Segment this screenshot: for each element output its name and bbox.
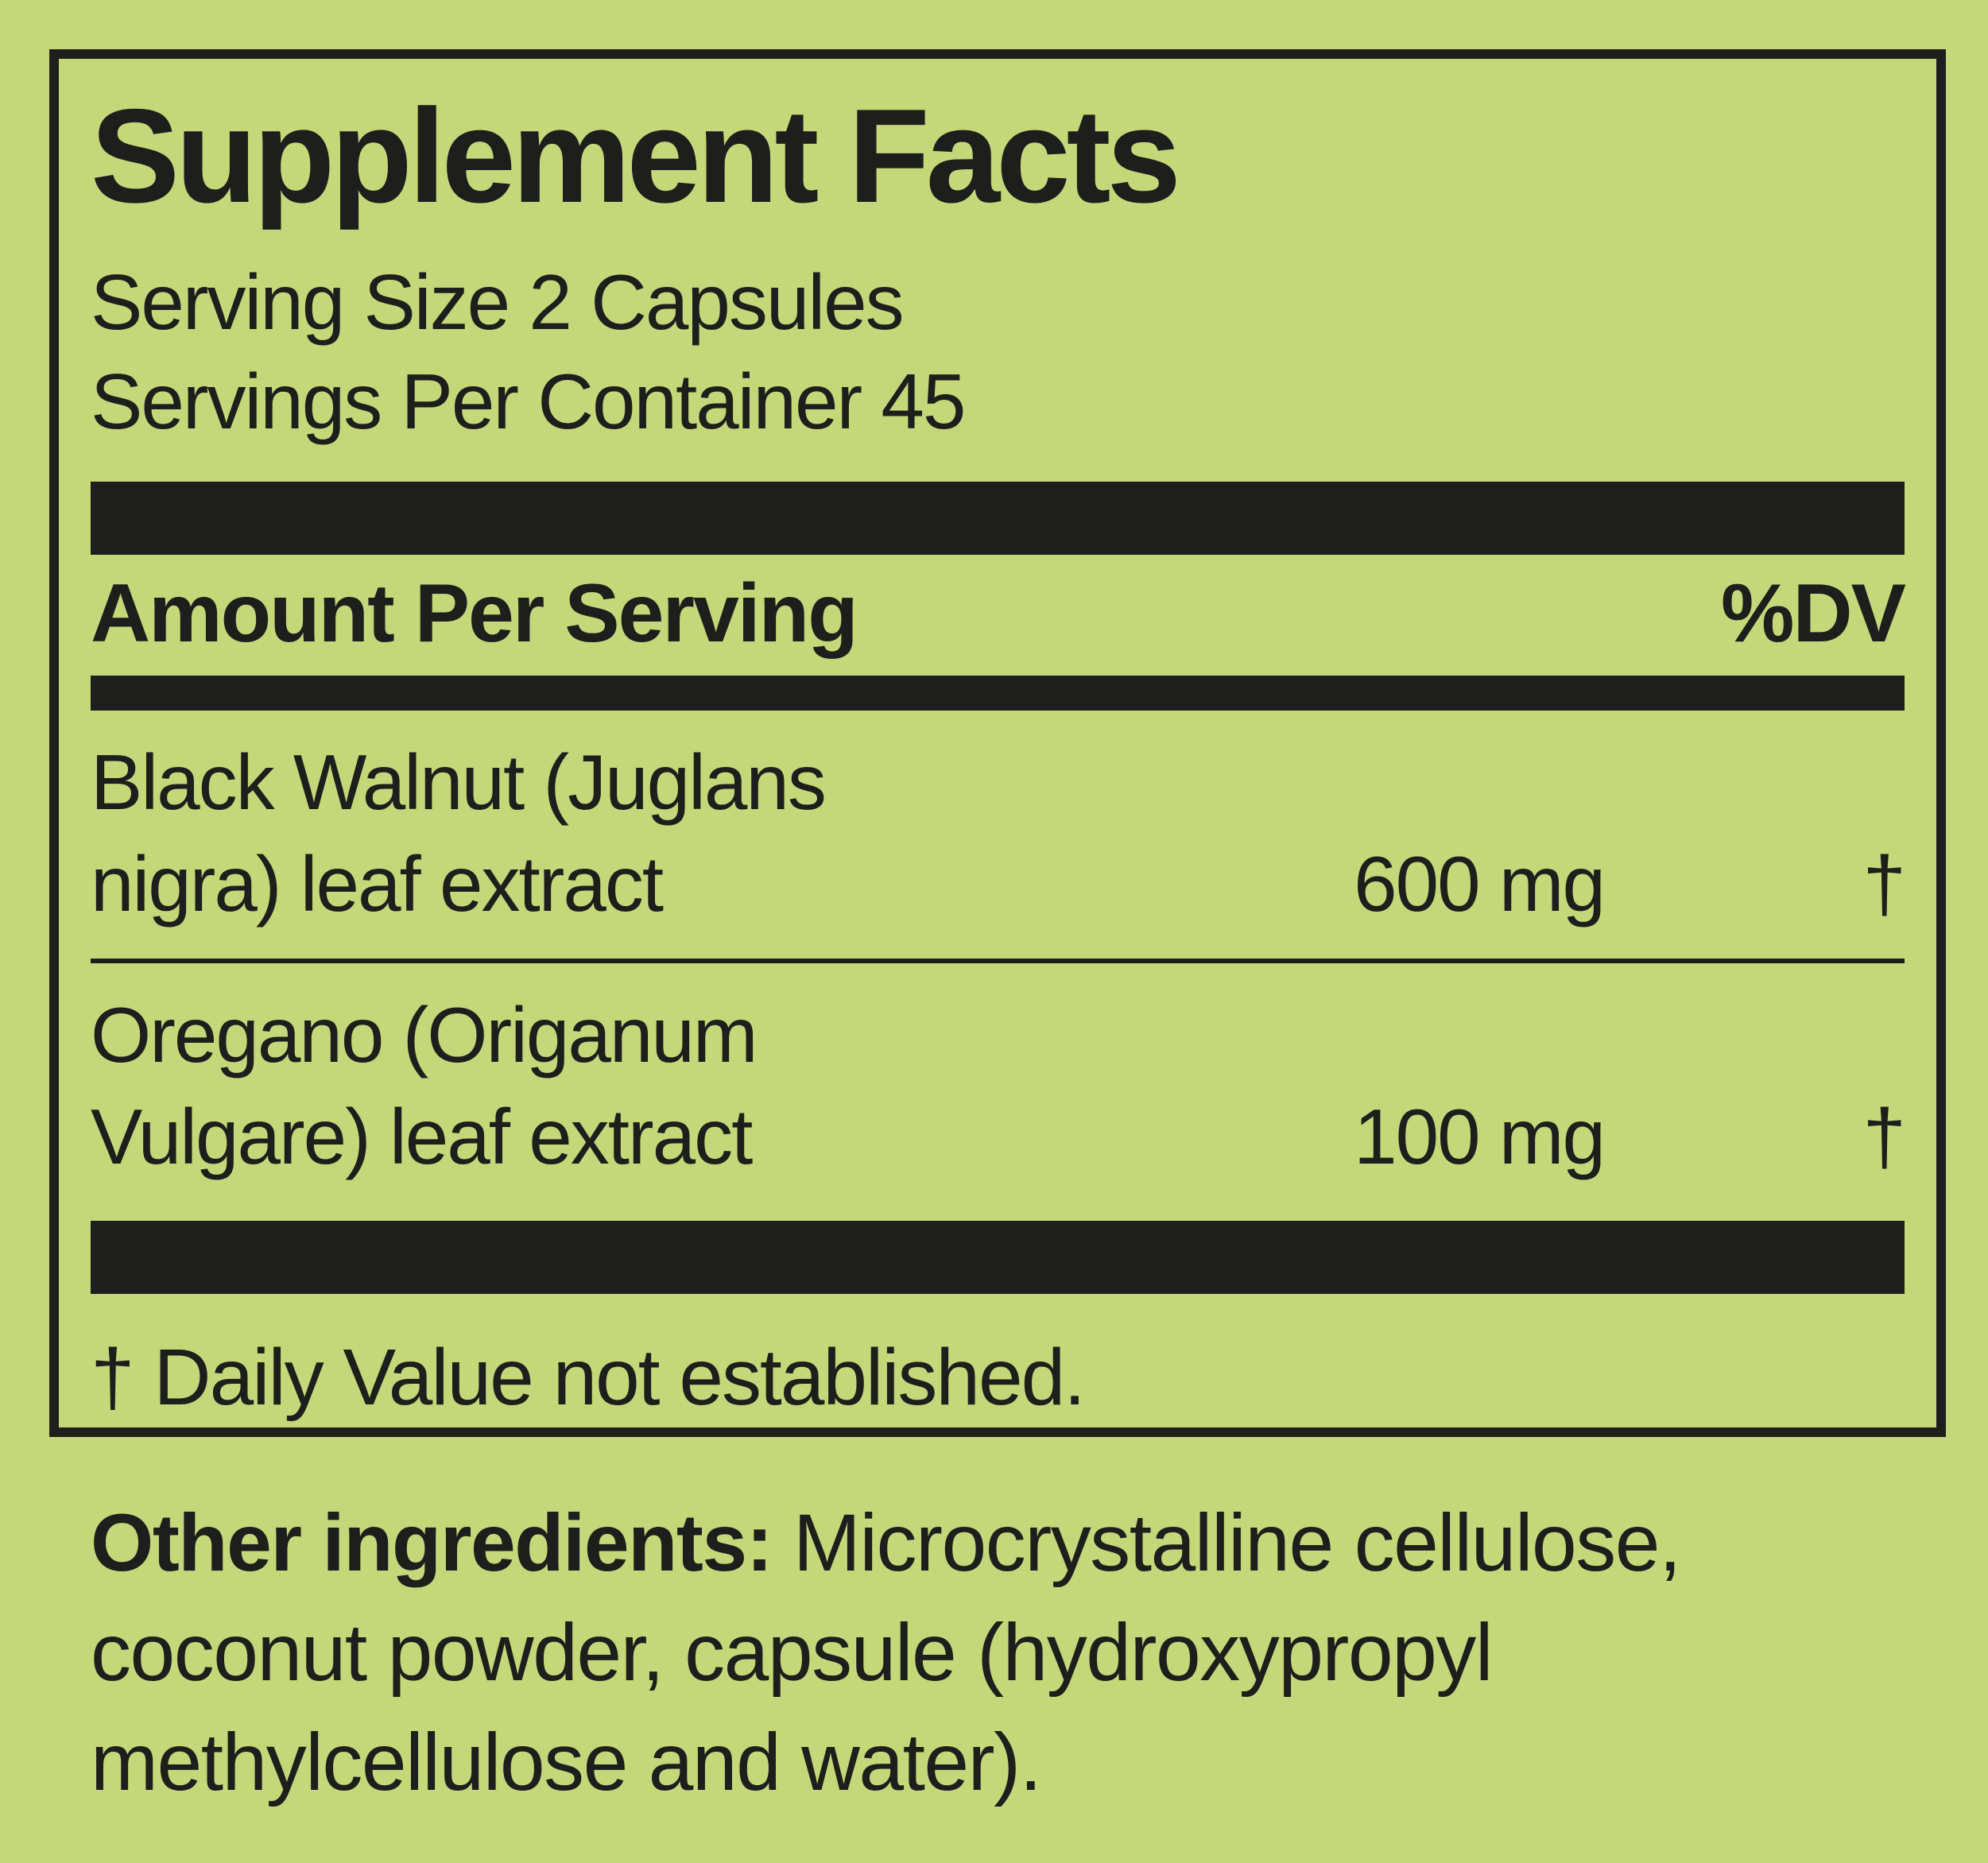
other-ingredients-paragraph: Other ingredients: Microcrystalline cell… — [91, 1488, 1681, 1817]
ingredient-name-line1: Oregano (Origanum — [91, 991, 758, 1079]
ingredient-name-line2: nigra) leaf extract — [91, 840, 664, 928]
supplement-facts-panel: Supplement Facts Serving Size 2 Capsules… — [49, 49, 1946, 1437]
ingredient-dv-dagger: † — [1862, 840, 1906, 928]
other-ingredients-line3: methylcellulose and water). — [91, 1717, 1042, 1807]
row-divider-line — [91, 959, 1905, 964]
other-ingredients-line1: Other ingredients: Microcrystalline cell… — [91, 1488, 1681, 1598]
separator-bar-medium — [91, 676, 1905, 711]
other-ingredients-label: Other ingredients: — [91, 1497, 773, 1588]
amount-per-serving-header: Amount Per Serving — [91, 567, 858, 660]
ingredient-row-oregano: Oregano (Origanum Vulgare) leaf extract … — [91, 963, 1906, 1211]
ingredient-name: Oregano (Origanum Vulgare) leaf extract — [91, 984, 1270, 1187]
other-ingredients-line2: coconut powder, capsule (hydroxypropyl — [91, 1607, 1494, 1698]
ingredient-row-black-walnut: Black Walnut (Juglans nigra) leaf extrac… — [91, 711, 1906, 959]
ingredient-amount: 100 mg — [1354, 1093, 1606, 1181]
servings-per-container: Servings Per Container 45 — [91, 358, 966, 446]
ingredient-dv-dagger: † — [1862, 1093, 1906, 1181]
percent-dv-header: %DV — [1721, 567, 1906, 660]
other-ingredients-line1-rest: Microcrystalline cellulose, — [772, 1497, 1681, 1588]
ingredient-name-line2: Vulgare) leaf extract — [91, 1093, 753, 1181]
ingredient-amount: 600 mg — [1354, 840, 1606, 928]
ingredient-name-line1: Black Walnut (Juglans — [91, 738, 827, 827]
daily-value-footnote: † Daily Value not established. — [91, 1333, 1086, 1423]
panel-title: Supplement Facts — [91, 81, 1181, 230]
separator-bar-thick-top — [91, 482, 1905, 556]
separator-bar-thick-bottom — [91, 1221, 1905, 1295]
serving-size: Serving Size 2 Capsules — [91, 258, 905, 347]
ingredient-name: Black Walnut (Juglans nigra) leaf extrac… — [91, 731, 1270, 935]
column-header-row: Amount Per Serving %DV — [91, 567, 1906, 660]
